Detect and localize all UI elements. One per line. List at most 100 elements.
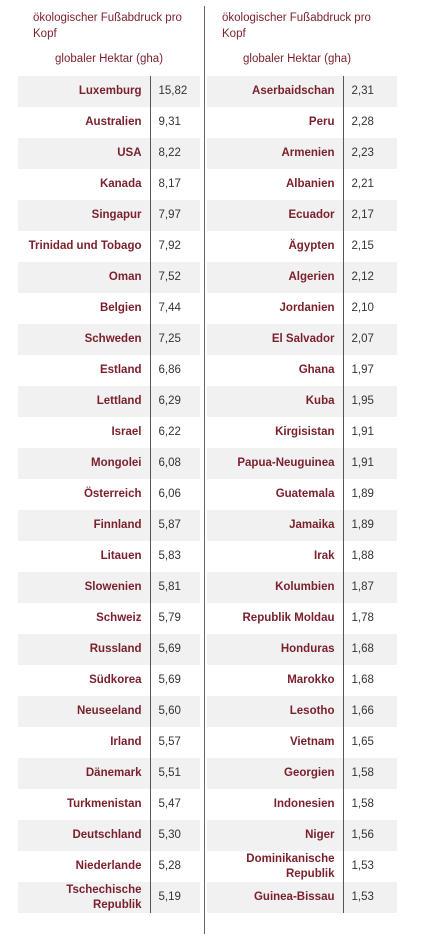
country: Finnland: [18, 510, 150, 541]
table-row: Papua-Neuguinea 1,91: [207, 448, 397, 479]
country: Marokko: [287, 674, 335, 686]
table-row: Honduras 1,68: [207, 634, 397, 665]
country: Jordanien: [279, 302, 335, 314]
footprint-value: 1,68: [342, 665, 397, 696]
footprint-value: 1,89: [342, 510, 397, 541]
footprint-value: 6,22: [149, 417, 200, 448]
footprint-value: 6,86: [149, 355, 200, 386]
footprint-value: 1,91: [342, 448, 397, 479]
footprint-value: 1,97: [342, 355, 397, 386]
table-row: Marokko 1,68: [207, 665, 397, 696]
table-row: Dänemark 5,51: [18, 758, 200, 789]
table-row: Oman 7,52: [18, 262, 200, 293]
footprint-value: 1,88: [342, 541, 397, 572]
table-row: Tschechische Republik 5,19: [18, 882, 200, 913]
country: Honduras: [207, 634, 343, 665]
country: Georgien: [207, 758, 343, 789]
footprint-value: 1,58: [342, 758, 397, 789]
country: Guatemala: [275, 488, 335, 500]
footprint-value: 5,19: [149, 882, 200, 913]
table-row: Irland 5,57: [18, 727, 200, 758]
table-row: Südkorea 5,69: [18, 665, 200, 696]
country: Südkorea: [89, 674, 142, 686]
footprint-value: 2,23: [342, 138, 397, 169]
country: El Salvador: [207, 324, 343, 355]
footprint-value: 8,17: [149, 169, 200, 200]
footprint-value: 5,57: [149, 727, 200, 758]
country: Niger: [207, 820, 343, 851]
table-row: Niederlande 5,28: [18, 851, 200, 882]
table-row: Dominikanische Republik 1,53: [207, 851, 397, 882]
footprint-value: 7,97: [149, 200, 200, 231]
table-row: Ghana 1,97: [207, 355, 397, 386]
table-row: Niger 1,56: [207, 820, 397, 851]
footprint-value: 7,25: [149, 324, 200, 355]
country: Tschechische Republik: [18, 882, 150, 913]
footprint-value: 9,31: [149, 107, 200, 138]
table-row: Deutschland 5,30: [18, 820, 200, 851]
footprint-value: 1,91: [342, 417, 397, 448]
country: Guinea-Bissau: [207, 882, 343, 913]
footprint-value: 5,60: [149, 696, 200, 727]
country: Papua-Neuguinea: [207, 448, 343, 479]
country: Dominikanische Republik: [246, 852, 335, 880]
table-row: Neuseeland 5,60: [18, 696, 200, 727]
table-row: Armenien 2,23: [207, 138, 397, 169]
footprint-value: 5,69: [149, 634, 200, 665]
country: Lettland: [18, 386, 150, 417]
footprint-value: 6,08: [149, 448, 200, 479]
country: Schweiz: [96, 612, 142, 624]
country: Vietnam: [289, 736, 335, 748]
country: Niederlande: [75, 860, 142, 872]
footprint-value: 5,47: [149, 789, 200, 820]
footprint-value: 2,28: [342, 107, 397, 138]
table-row: Vietnam 1,65: [207, 727, 397, 758]
footprint-value: 7,44: [149, 293, 200, 324]
footprint-value: 2,21: [342, 169, 397, 200]
table-row: Schweiz 5,79: [18, 603, 200, 634]
footprint-value: 2,07: [342, 324, 397, 355]
footprint-value: 5,30: [149, 820, 200, 851]
country: Russland: [18, 634, 150, 665]
table-row: Belgien 7,44: [18, 293, 200, 324]
table-row: Peru 2,28: [207, 107, 397, 138]
country: Ägypten: [288, 240, 335, 252]
column-unit: globaler Hektar (gha): [243, 53, 352, 65]
column-title: ökologischer Fußabdruck pro Kopf: [33, 12, 182, 40]
country: Ghana: [298, 364, 335, 376]
footprint-value: 5,28: [149, 851, 200, 882]
country: Aserbaidschan: [207, 76, 343, 107]
country: Neuseeland: [18, 696, 150, 727]
table-row: Estland 6,86: [18, 355, 200, 386]
country: Oman: [18, 262, 150, 293]
country: Kanada: [99, 178, 142, 190]
table-row: Israel 6,22: [18, 417, 200, 448]
footprint-value: 1,95: [342, 386, 397, 417]
country: Luxemburg: [18, 76, 150, 107]
footprint-value: 5,69: [149, 665, 200, 696]
ranking-table: Aserbaidschan 2,31 Peru 2,28 Armenien 2,23 Alb…: [207, 76, 397, 913]
table-row: Ägypten 2,15: [207, 231, 397, 262]
table-row: Aserbaidschan 2,31: [207, 76, 397, 107]
table-row: Jamaika 1,89: [207, 510, 397, 541]
country: Mongolei: [18, 448, 150, 479]
country: USA: [18, 138, 150, 169]
country: Slowenien: [18, 572, 150, 603]
country: Jamaika: [207, 510, 343, 541]
divider: [204, 6, 205, 934]
table-row: Mongolei 6,08: [18, 448, 200, 479]
table-row: USA 8,22: [18, 138, 200, 169]
country: Israel: [111, 426, 142, 438]
table-row: Jordanien 2,10: [207, 293, 397, 324]
country: Australien: [85, 116, 142, 128]
footprint-value: 6,29: [149, 386, 200, 417]
table-row: Lettland 6,29: [18, 386, 200, 417]
footprint-value: 1,78: [342, 603, 397, 634]
table-row: Luxemburg 15,82: [18, 76, 200, 107]
table-row: Lesotho 1,66: [207, 696, 397, 727]
table-row: Turkmenistan 5,47: [18, 789, 200, 820]
country: Kuba: [207, 386, 343, 417]
country: Indonesien: [273, 798, 335, 810]
footprint-value: 1,65: [342, 727, 397, 758]
table-row: Georgien 1,58: [207, 758, 397, 789]
